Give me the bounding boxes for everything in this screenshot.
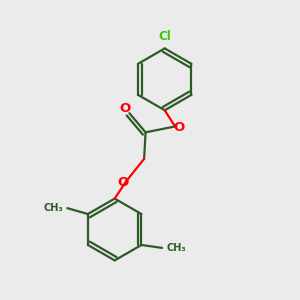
Text: Cl: Cl bbox=[158, 30, 171, 43]
Text: O: O bbox=[173, 122, 184, 134]
Text: O: O bbox=[119, 102, 130, 115]
Text: O: O bbox=[117, 176, 128, 189]
Text: CH₃: CH₃ bbox=[167, 243, 186, 253]
Text: CH₃: CH₃ bbox=[43, 203, 63, 213]
